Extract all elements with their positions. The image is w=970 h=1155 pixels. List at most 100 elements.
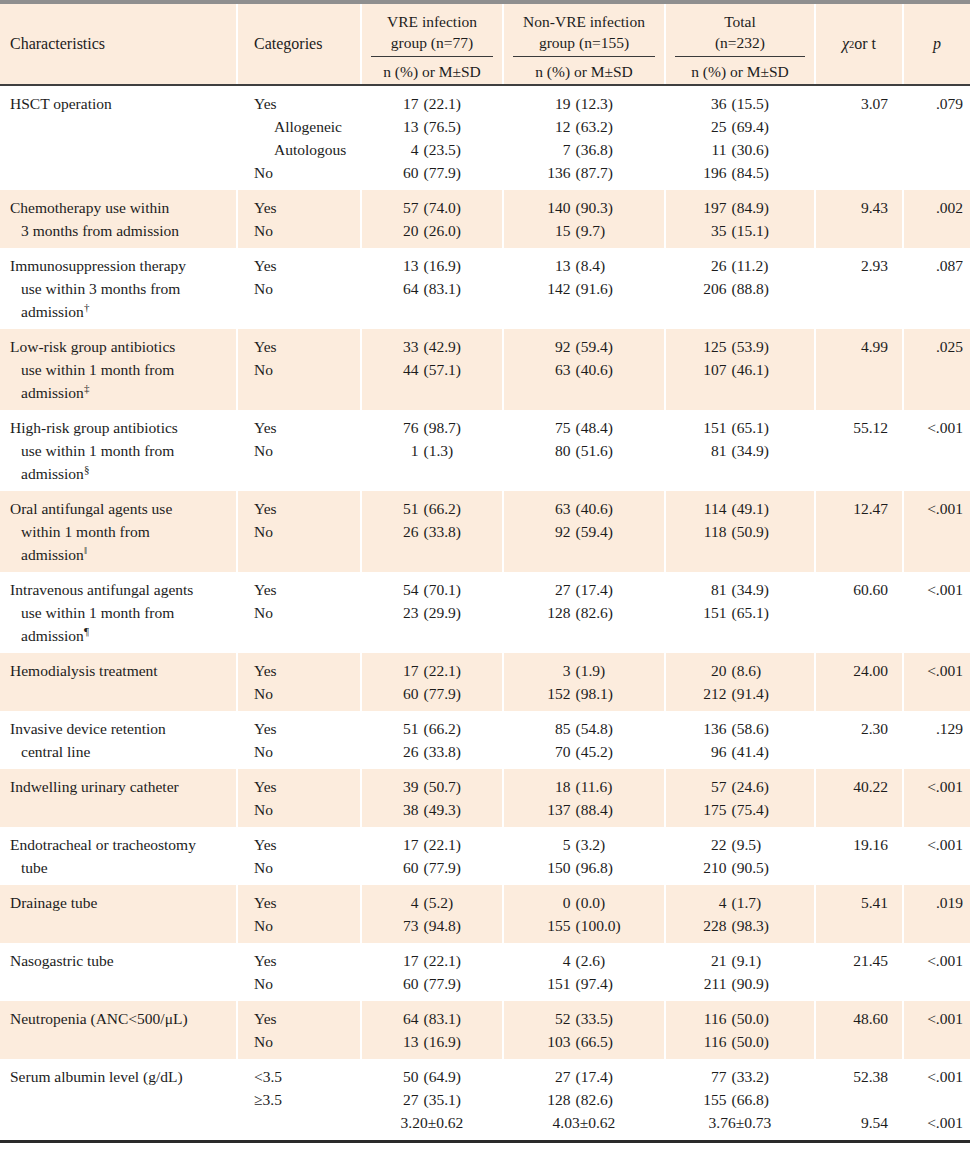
- group-header-line: Total: [666, 11, 814, 32]
- value-line: 4(1.7): [666, 891, 814, 914]
- nonvre-group-cell: 13(8.4)142(91.6): [504, 248, 664, 329]
- chi-square-cell: 5.41: [816, 885, 902, 943]
- p-value-cell: <.001: [904, 491, 970, 572]
- characteristic-cell: HSCT operation: [0, 86, 236, 190]
- characteristic-label: Immunosuppression therapy: [10, 254, 236, 277]
- count-value: 128: [535, 1088, 571, 1111]
- value-line: 39(50.7): [362, 775, 502, 798]
- table-row: Hemodialysis treatmentYesNo17(22.1)60(77…: [0, 653, 970, 711]
- value-line: 18(11.6): [504, 775, 664, 798]
- count-value: 26: [383, 740, 419, 763]
- table-body: HSCT operationYesAllogeneicAutologousNo1…: [0, 86, 970, 1140]
- nonvre-group-cell: 27(17.4)128(82.6): [504, 572, 664, 653]
- value-line: 206(88.8): [666, 277, 814, 300]
- count-value: 151: [535, 972, 571, 995]
- nonvre-group-cell: 75(48.4)80(51.6): [504, 410, 664, 491]
- count-value: 18: [535, 775, 571, 798]
- p-value: <.001: [904, 578, 963, 601]
- p-value: <.001: [904, 833, 963, 856]
- value-line: 128(82.6): [504, 601, 664, 624]
- p-symbol: p: [933, 35, 941, 53]
- characteristic-label: Intravenous antifungal agents: [10, 578, 236, 601]
- category-value: Yes: [254, 497, 360, 520]
- col-header-chi-square-or-t: χ2 or t: [816, 4, 902, 84]
- count-value: 57: [383, 196, 419, 219]
- count-value: 81: [691, 439, 727, 462]
- count-value: 70: [535, 740, 571, 763]
- total-cell: 151(65.1)81(34.9): [666, 410, 814, 491]
- footnote-marker: §: [84, 463, 90, 475]
- category-value: Yes: [254, 254, 360, 277]
- chi-square-value: 24.00: [816, 659, 888, 682]
- nonvre-group-cell: 27(17.4)128(82.6)4.03±0.62: [504, 1059, 664, 1140]
- nonvre-group-cell: 18(11.6)137(88.4): [504, 769, 664, 827]
- footnote-marker: ¶: [84, 625, 89, 637]
- count-value: 81: [691, 578, 727, 601]
- characteristic-label: Nasogastric tube: [10, 949, 236, 972]
- count-value: 228: [691, 914, 727, 937]
- p-value-cell: .002: [904, 190, 970, 248]
- nonvre-group-cell: 4(2.6)151(97.4): [504, 943, 664, 1001]
- percent-value: (64.9): [424, 1065, 482, 1088]
- nonvre-group-cell: 5(3.2)150(96.8): [504, 827, 664, 885]
- p-value: [904, 1030, 963, 1053]
- chi-square-value: [816, 138, 888, 161]
- value-line: 3.76±0.73: [666, 1111, 814, 1134]
- category-value: Allogeneic: [254, 115, 360, 138]
- vre-group-cell: 17(22.1)13(76.5)4(23.5)60(77.9): [362, 86, 502, 190]
- characteristic-cell: Serum albumin level (g/dL): [0, 1059, 236, 1140]
- count-value: 51: [383, 717, 419, 740]
- percent-value: (90.9): [732, 972, 790, 995]
- count-value: 17: [383, 833, 419, 856]
- count-value: 140: [535, 196, 571, 219]
- table-row: Endotracheal or tracheostomytubeYesNo17(…: [0, 827, 970, 885]
- percent-value: (66.2): [424, 497, 482, 520]
- footnote-marker: ‖: [84, 544, 87, 556]
- chi-rest: or t: [854, 35, 876, 53]
- group-header-line: (n=232): [666, 32, 814, 53]
- category-value: Yes: [254, 949, 360, 972]
- count-value: 107: [691, 358, 727, 381]
- p-value-cell: <.001: [904, 1001, 970, 1059]
- category-value: No: [254, 358, 360, 381]
- chi-square-value: [816, 914, 888, 937]
- p-value-cell: .019: [904, 885, 970, 943]
- value-line: 151(65.1): [666, 601, 814, 624]
- category-value: No: [254, 798, 360, 821]
- category-value: Yes: [254, 891, 360, 914]
- count-value: 137: [535, 798, 571, 821]
- count-value: 197: [691, 196, 727, 219]
- percent-value: (84.9): [732, 196, 790, 219]
- percent-value: (90.5): [732, 856, 790, 879]
- percent-value: (36.8): [576, 138, 634, 161]
- characteristic-label: use within 1 month from: [10, 601, 236, 624]
- p-value-cell: .025: [904, 329, 970, 410]
- count-value: 118: [691, 520, 727, 543]
- group-header-line: group (n=77): [362, 32, 502, 53]
- nonvre-group-cell: 0(0.0)155(100.0): [504, 885, 664, 943]
- percent-value: (65.1): [732, 416, 790, 439]
- count-value: 136: [535, 161, 571, 184]
- p-value: .129: [904, 717, 963, 740]
- characteristic-label: use within 1 month from: [10, 439, 236, 462]
- p-value: [904, 277, 963, 300]
- value-line: 27(35.1): [362, 1088, 502, 1111]
- vre-group-cell: 51(66.2)26(33.8): [362, 711, 502, 769]
- value-line: 3(1.9): [504, 659, 664, 682]
- total-cell: 57(24.6)175(75.4): [666, 769, 814, 827]
- chi-square-value: 21.45: [816, 949, 888, 972]
- percent-value: (50.0): [732, 1030, 790, 1053]
- value-line: 5(3.2): [504, 833, 664, 856]
- count-value: 20: [691, 659, 727, 682]
- chi-square-value: [816, 358, 888, 381]
- percent-value: (50.7): [424, 775, 482, 798]
- total-cell: 81(34.9)151(65.1): [666, 572, 814, 653]
- p-value-cell: .129: [904, 711, 970, 769]
- percent-value: (33.8): [424, 520, 482, 543]
- characteristic-label: Serum albumin level (g/dL): [10, 1065, 236, 1088]
- value-line: 81(34.9): [666, 578, 814, 601]
- characteristic-label: within 1 month from: [10, 520, 236, 543]
- percent-value: (51.6): [576, 439, 634, 462]
- category-cell: YesNo: [238, 572, 360, 653]
- count-value: 35: [691, 219, 727, 242]
